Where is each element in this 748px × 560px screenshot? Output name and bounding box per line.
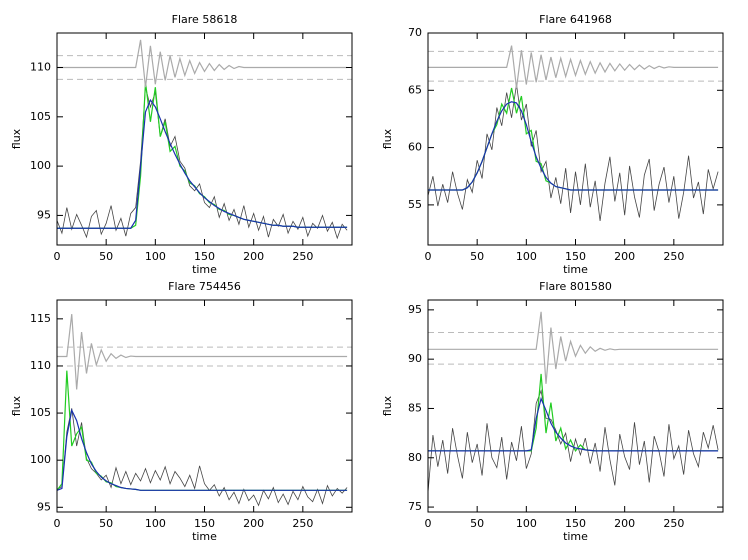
y-tick-label: 115 <box>30 312 51 325</box>
x-axis-label: time <box>192 263 217 276</box>
y-tick-label: 110 <box>30 359 51 372</box>
data-line <box>428 87 719 191</box>
x-tick-label: 50 <box>99 517 113 530</box>
y-tick-label: 95 <box>37 208 51 221</box>
y-tick-label: 60 <box>408 141 422 154</box>
y-tick-label: 90 <box>408 352 422 365</box>
y-tick-label: 95 <box>408 303 422 316</box>
y-tick-label: 65 <box>408 83 422 96</box>
panel-title: Flare 58618 <box>172 13 238 26</box>
x-tick-label: 50 <box>99 250 113 263</box>
panel-title: Flare 641968 <box>539 13 612 26</box>
x-tick-label: 0 <box>54 250 61 263</box>
x-tick-label: 150 <box>194 517 215 530</box>
data-line <box>428 373 719 452</box>
data-line <box>428 311 719 384</box>
x-tick-label: 50 <box>470 250 484 263</box>
x-tick-label: 100 <box>516 250 537 263</box>
x-tick-label: 200 <box>243 517 264 530</box>
panel: Flare 641968 time flux 0 50 100 150 200 250 55 60 6… <box>381 13 724 276</box>
y-tick-label: 105 <box>30 406 51 419</box>
y-tick-label: 100 <box>30 453 51 466</box>
x-tick-label: 200 <box>614 517 635 530</box>
x-tick-label: 250 <box>292 517 313 530</box>
data-line <box>428 101 719 191</box>
y-axis-label: flux <box>381 128 394 149</box>
x-tick-label: 0 <box>425 250 432 263</box>
x-tick-label: 100 <box>145 250 166 263</box>
x-tick-label: 150 <box>194 250 215 263</box>
panel-title: Flare 754456 <box>168 280 241 293</box>
data-line <box>57 87 348 240</box>
y-tick-label: 80 <box>408 451 422 464</box>
y-tick-label: 55 <box>408 198 422 211</box>
x-tick-label: 0 <box>425 517 432 530</box>
y-axis-label: flux <box>10 128 23 149</box>
data-line <box>57 39 348 88</box>
panel: Flare 58618 time flux 0 50 100 150 200 250 95 100 1… <box>10 13 353 276</box>
x-tick-label: 50 <box>470 517 484 530</box>
y-tick-label: 85 <box>408 401 422 414</box>
data-line <box>57 314 348 390</box>
y-tick-label: 105 <box>30 110 51 123</box>
x-tick-label: 0 <box>54 517 61 530</box>
data-line <box>57 408 348 507</box>
y-tick-label: 95 <box>37 500 51 513</box>
plot-frame <box>427 299 724 513</box>
x-axis-label: time <box>192 530 217 543</box>
data-line <box>428 84 719 221</box>
data-line <box>57 370 348 491</box>
panel-title: Flare 801580 <box>539 280 612 293</box>
y-tick-label: 75 <box>408 500 422 513</box>
x-tick-label: 200 <box>614 250 635 263</box>
y-tick-label: 110 <box>30 61 51 74</box>
x-tick-label: 100 <box>516 517 537 530</box>
x-axis-label: time <box>563 530 588 543</box>
y-axis-label: flux <box>10 395 23 416</box>
data-line <box>428 45 719 89</box>
x-tick-label: 150 <box>565 517 586 530</box>
x-tick-label: 250 <box>663 517 684 530</box>
panel: Flare 754456 time flux 0 50 100 150 200 250 95 100… <box>10 280 353 543</box>
panel: Flare 801580 time flux 0 50 100 150 200 250 75 80 8… <box>381 280 724 543</box>
x-tick-label: 200 <box>243 250 264 263</box>
x-axis-label: time <box>563 263 588 276</box>
x-tick-label: 250 <box>292 250 313 263</box>
y-axis-label: flux <box>381 395 394 416</box>
y-tick-label: 70 <box>408 26 422 39</box>
data-line <box>57 82 348 229</box>
data-line <box>57 98 348 229</box>
y-tick-label: 100 <box>30 159 51 172</box>
plot-frame <box>56 32 353 246</box>
data-line <box>428 389 719 493</box>
x-tick-label: 150 <box>565 250 586 263</box>
plot-frame <box>427 32 724 246</box>
data-line <box>57 408 348 491</box>
x-tick-label: 100 <box>145 517 166 530</box>
x-tick-label: 250 <box>663 250 684 263</box>
data-line <box>428 396 719 452</box>
